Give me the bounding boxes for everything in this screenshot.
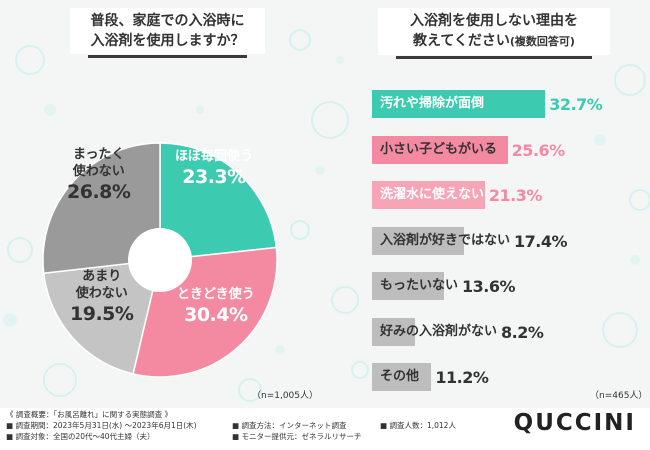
pie-category-label-2: 使わない — [75, 286, 128, 301]
bar-value-label-1: 25.6% — [511, 140, 566, 160]
pie-slice-2 — [42, 259, 161, 375]
bar-2 — [372, 181, 485, 209]
pie-value-label: 26.8% — [67, 181, 131, 203]
survey-provider: ■ モニター提供元：ゼネラルリサーチ — [232, 432, 362, 441]
pie-label-3: まったく 使わない 26.8% — [67, 146, 131, 204]
bar-5 — [372, 317, 416, 346]
bar-category-label-2: 洗濯水に使えない — [380, 187, 485, 202]
bar-value-label-2: 21.3% — [488, 186, 543, 205]
bar-4 — [372, 272, 445, 300]
bar-category-label-3: 入浴剤が好きではない — [380, 232, 511, 248]
pie-category-label: ほぼ毎回使う — [175, 149, 254, 164]
title-line-2-main: 教えてください — [413, 33, 510, 49]
pie-sample-size: （n=1,005人） — [252, 391, 319, 401]
bar-value-label-0: 32.7% — [549, 95, 603, 114]
survey-overview: 《 調査概要：「お風呂離れ」に関する実態調査 》 — [6, 410, 173, 419]
pie-label-0: ほぼ毎回使う 23.3% — [175, 148, 253, 189]
bar-1 — [372, 135, 508, 164]
title-line-2: 教えてください(複数回答可) — [388, 31, 600, 52]
survey-target: ■ 調査対象：全国の20代～40代主婦（夫） — [6, 432, 155, 441]
bar-category-label-1: 小さい子どもがいる — [380, 141, 498, 157]
title-line-1: 入浴剤を使用しない理由を — [410, 13, 578, 29]
pie-value-label: 19.5% — [70, 303, 134, 325]
brand-logo: QUCCINI — [513, 410, 636, 436]
pie-category-label: まったく — [72, 147, 125, 162]
bar-3 — [372, 226, 465, 255]
footer — [0, 408, 650, 450]
pie-value-label: 23.3% — [182, 166, 246, 188]
pie-value-label: 30.4% — [184, 304, 248, 326]
survey-count: ■ 調査人数：1,012人 — [380, 421, 456, 430]
bar-6 — [372, 363, 432, 391]
pie-category-label-2: 使わない — [72, 164, 125, 179]
pie-slice-3 — [42, 142, 161, 275]
donut-chart — [42, 142, 278, 378]
pie-category-label: あまり — [82, 269, 122, 284]
pie-chart-title: 普段、家庭での入浴時に 入浴剤を使用しますか？ — [70, 8, 265, 58]
bar-category-label-0: 汚れや掃除が面倒 — [380, 96, 485, 111]
bar-value-label-5: 8.2% — [501, 322, 544, 342]
pie-category-label: ときどき使う — [177, 287, 255, 302]
bar-value-label-6: 11.2% — [435, 368, 489, 387]
title-line-2-sub: (複数回答可) — [509, 35, 575, 48]
pie-label-1: ときどき使う 30.4% — [177, 286, 255, 327]
bar-chart-title: 入浴剤を使用しない理由を 教えてください(複数回答可) — [378, 8, 610, 59]
survey-method: ■ 調査方法：インターネット調査 — [232, 421, 347, 430]
bar-category-label-6: その他 — [380, 369, 420, 384]
bar-sample-size: （n=465人） — [590, 391, 648, 401]
bar-value-label-4: 13.6% — [462, 277, 516, 296]
bar-0 — [372, 90, 546, 118]
title-line-2: 入浴剤を使用しますか？ — [90, 33, 245, 49]
bar-value-label-3: 17.4% — [514, 231, 568, 251]
survey-period: ■ 調査期間：2023年5月31日(水) ～2023年6月1日(木) — [6, 421, 197, 430]
pie-slice-0 — [159, 142, 278, 261]
pie-label-2: あまり 使わない 19.5% — [70, 268, 134, 326]
bar-category-label-5: 好みの入浴剤がない — [380, 323, 498, 339]
donut-hole — [128, 228, 192, 292]
bar-category-label-4: もったいない — [380, 278, 459, 293]
title-line-1: 普段、家庭での入浴時に — [90, 13, 245, 29]
